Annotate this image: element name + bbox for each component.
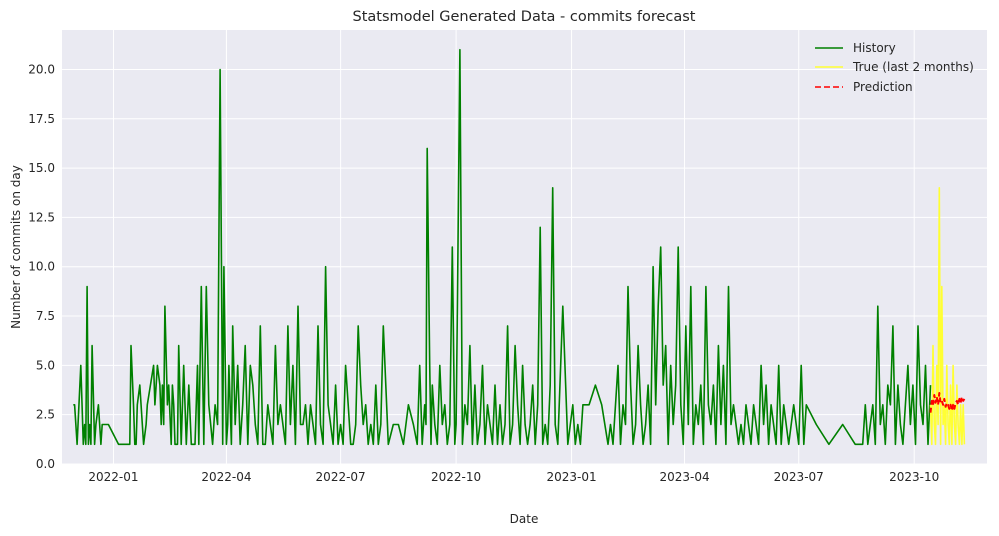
legend: History True (last 2 months) Prediction bbox=[815, 41, 974, 94]
y-tick-label: 17.5 bbox=[28, 112, 55, 126]
y-tick-label: 15.0 bbox=[28, 161, 55, 175]
series-line-prediction bbox=[929, 392, 966, 413]
x-tick-label: 2023-07 bbox=[774, 470, 824, 484]
x-tick-label: 2023-10 bbox=[889, 470, 939, 484]
x-axis-title: Date bbox=[510, 512, 539, 526]
x-tick-label: 2023-01 bbox=[546, 470, 596, 484]
x-tick-label: 2022-10 bbox=[431, 470, 481, 484]
y-grid bbox=[62, 68, 987, 465]
chart-title: Statsmodel Generated Data - commits fore… bbox=[353, 9, 696, 25]
y-tick-label: 12.5 bbox=[28, 210, 55, 224]
series-line-true-last-2-months bbox=[929, 187, 966, 446]
x-tick-labels: 2022-01 2022-04 2022-07 2022-10 2023-01 2023-… bbox=[88, 470, 939, 484]
x-tick-label: 2022-04 bbox=[201, 470, 251, 484]
series-line-history bbox=[73, 48, 932, 446]
y-tick-label: 5.0 bbox=[36, 358, 55, 372]
y-tick-label: 20.0 bbox=[28, 62, 55, 76]
x-tick-label: 2023-04 bbox=[659, 470, 709, 484]
y-tick-label: 7.5 bbox=[36, 309, 55, 323]
x-tick-label: 2022-07 bbox=[316, 470, 366, 484]
y-tick-label: 0.0 bbox=[36, 457, 55, 471]
y-axis-title: Number of commits on day bbox=[9, 165, 23, 329]
legend-label-prediction: Prediction bbox=[853, 80, 913, 94]
series-layer bbox=[73, 48, 966, 446]
legend-label-true: True (last 2 months) bbox=[852, 60, 974, 74]
legend-label-history: History bbox=[853, 41, 896, 55]
y-tick-label: 10.0 bbox=[28, 260, 55, 274]
x-tick-label: 2022-01 bbox=[88, 470, 138, 484]
y-tick-labels: 0.0 2.5 5.0 7.5 10.0 12.5 15.0 17.5 20.0 bbox=[28, 62, 55, 471]
y-tick-label: 2.5 bbox=[36, 408, 55, 422]
